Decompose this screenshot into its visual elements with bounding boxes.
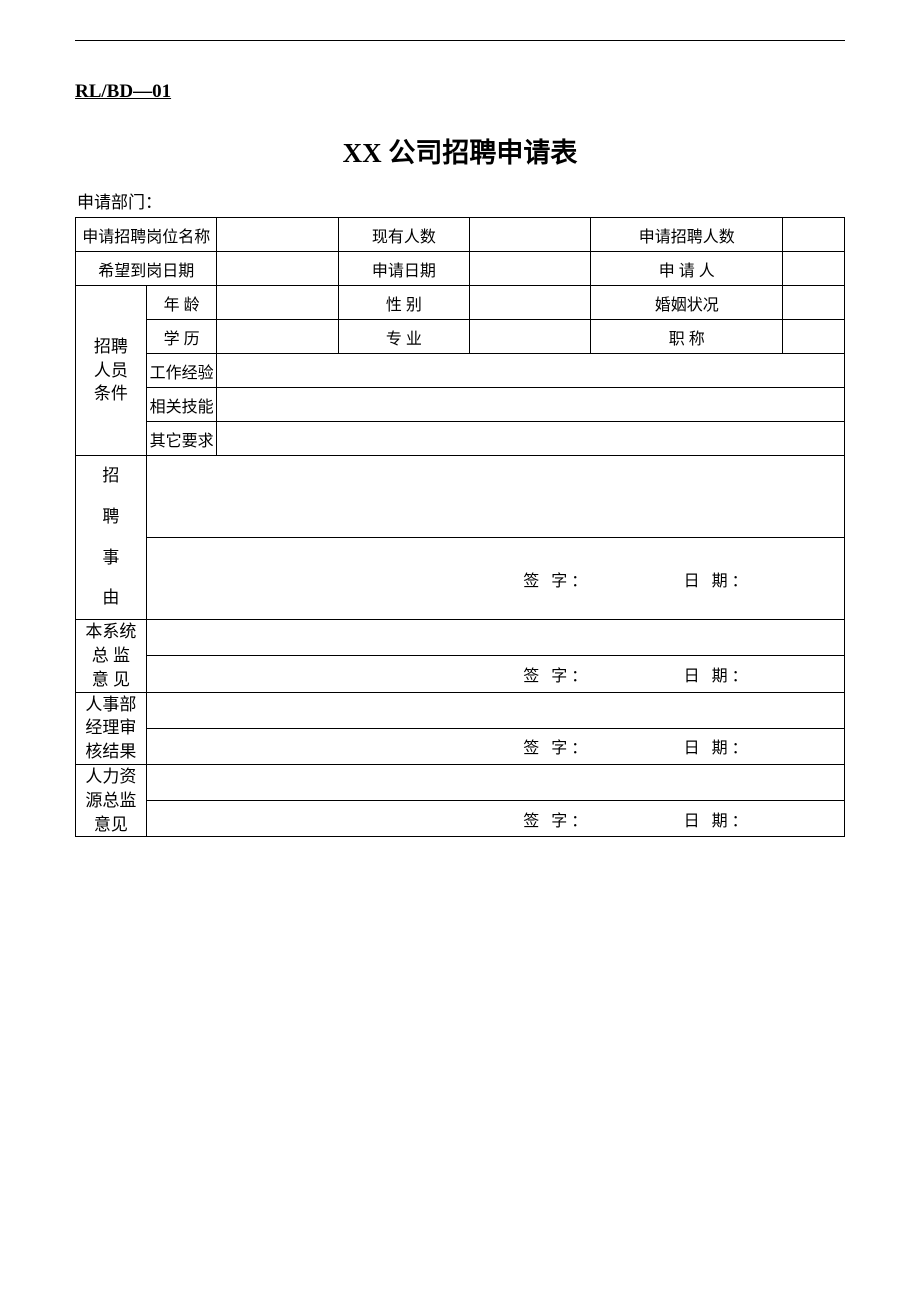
cell-sex-value[interactable] bbox=[469, 286, 591, 320]
cell-position-label: 申请招聘岗位名称 bbox=[76, 218, 217, 252]
table-row: 申请招聘岗位名称 现有人数 申请招聘人数 bbox=[76, 218, 845, 252]
page-container: RL/BD—01 XX 公司招聘申请表 申请部门： 申请招聘岗位名称 现有人数 … bbox=[0, 0, 920, 1302]
hr-mgr-label-text: 人事部经理审核结果 bbox=[76, 693, 146, 764]
table-row: 人力资源总监意见 bbox=[76, 764, 845, 800]
cell-hr-dir-label: 人力资源总监意见 bbox=[76, 764, 147, 836]
cell-title-value[interactable] bbox=[783, 320, 845, 354]
cell-expect-date-value[interactable] bbox=[217, 252, 339, 286]
cell-req-count-label: 申请招聘人数 bbox=[591, 218, 783, 252]
table-row: 签 字： 日 期： bbox=[76, 728, 845, 764]
signature-label: 签 字： bbox=[523, 567, 591, 591]
cell-exp-label: 工作经验 bbox=[146, 354, 217, 388]
cell-marital-label: 婚姻状况 bbox=[591, 286, 783, 320]
application-form-table: 申请招聘岗位名称 现有人数 申请招聘人数 希望到岗日期 申请日期 申 请 人 招… bbox=[75, 217, 845, 837]
cell-position-value[interactable] bbox=[217, 218, 339, 252]
cell-age-label: 年 龄 bbox=[146, 286, 217, 320]
table-row: 学 历 专 业 职 称 bbox=[76, 320, 845, 354]
document-title: XX 公司招聘申请表 bbox=[75, 131, 845, 170]
table-row: 工作经验 bbox=[76, 354, 845, 388]
cell-hr-mgr-signature[interactable]: 签 字： 日 期： bbox=[146, 728, 844, 764]
cell-applicant-value[interactable] bbox=[783, 252, 845, 286]
cell-skill-value[interactable] bbox=[217, 388, 845, 422]
cell-hr-mgr-value[interactable] bbox=[146, 692, 844, 728]
cell-current-count-label: 现有人数 bbox=[338, 218, 469, 252]
cell-conditions-group-label: 招聘人员条件 bbox=[76, 286, 147, 456]
cell-current-count-value[interactable] bbox=[469, 218, 591, 252]
cell-hr-dir-value[interactable] bbox=[146, 764, 844, 800]
cell-hr-dir-signature[interactable]: 签 字： 日 期： bbox=[146, 801, 844, 837]
document-code: RL/BD—01 bbox=[75, 81, 845, 103]
hr-dir-label-text: 人力资源总监意见 bbox=[76, 765, 146, 836]
cell-expect-date-label: 希望到岗日期 bbox=[76, 252, 217, 286]
cell-applicant-label: 申 请 人 bbox=[591, 252, 783, 286]
date-label: 日 期： bbox=[684, 807, 752, 831]
cell-exp-value[interactable] bbox=[217, 354, 845, 388]
date-label: 日 期： bbox=[684, 662, 752, 686]
cell-edu-value[interactable] bbox=[217, 320, 339, 354]
table-row: 相关技能 bbox=[76, 388, 845, 422]
table-row: 招聘人员条件 年 龄 性 别 婚姻状况 bbox=[76, 286, 845, 320]
cell-skill-label: 相关技能 bbox=[146, 388, 217, 422]
cell-apply-date-value[interactable] bbox=[469, 252, 591, 286]
cell-age-value[interactable] bbox=[217, 286, 339, 320]
signature-label: 签 字： bbox=[523, 807, 591, 831]
cell-sex-label: 性 别 bbox=[338, 286, 469, 320]
top-horizontal-rule bbox=[75, 40, 845, 41]
cell-reason-value[interactable] bbox=[146, 456, 844, 538]
sys-dir-label-text: 本系统总 监意 见 bbox=[76, 620, 146, 691]
table-row: 签 字： 日 期： bbox=[76, 538, 845, 620]
table-row: 希望到岗日期 申请日期 申 请 人 bbox=[76, 252, 845, 286]
cell-other-label: 其它要求 bbox=[146, 422, 217, 456]
table-row: 招聘事由 bbox=[76, 456, 845, 538]
cell-title-label: 职 称 bbox=[591, 320, 783, 354]
signature-label: 签 字： bbox=[523, 734, 591, 758]
table-row: 签 字： 日 期： bbox=[76, 656, 845, 692]
cell-other-value[interactable] bbox=[217, 422, 845, 456]
cell-apply-date-label: 申请日期 bbox=[338, 252, 469, 286]
date-label: 日 期： bbox=[684, 567, 752, 591]
cell-hr-mgr-label: 人事部经理审核结果 bbox=[76, 692, 147, 764]
table-row: 签 字： 日 期： bbox=[76, 801, 845, 837]
cell-major-value[interactable] bbox=[469, 320, 591, 354]
cell-sys-dir-value[interactable] bbox=[146, 620, 844, 656]
cell-reason-label: 招聘事由 bbox=[76, 456, 147, 620]
cell-sys-dir-signature[interactable]: 签 字： 日 期： bbox=[146, 656, 844, 692]
department-label: 申请部门： bbox=[75, 188, 845, 213]
conditions-group-text: 招聘人员条件 bbox=[76, 335, 146, 406]
date-label: 日 期： bbox=[684, 734, 752, 758]
cell-reason-signature[interactable]: 签 字： 日 期： bbox=[146, 538, 844, 620]
cell-sys-dir-label: 本系统总 监意 见 bbox=[76, 620, 147, 692]
table-row: 其它要求 bbox=[76, 422, 845, 456]
cell-edu-label: 学 历 bbox=[146, 320, 217, 354]
table-row: 本系统总 监意 见 bbox=[76, 620, 845, 656]
cell-req-count-value[interactable] bbox=[783, 218, 845, 252]
table-row: 人事部经理审核结果 bbox=[76, 692, 845, 728]
reason-label-text: 招聘事由 bbox=[76, 456, 146, 619]
signature-label: 签 字： bbox=[523, 662, 591, 686]
cell-marital-value[interactable] bbox=[783, 286, 845, 320]
cell-major-label: 专 业 bbox=[338, 320, 469, 354]
